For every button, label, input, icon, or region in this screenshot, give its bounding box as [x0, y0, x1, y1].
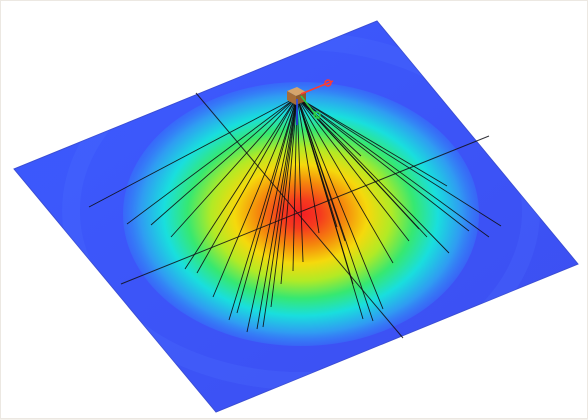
ray-line — [296, 96, 490, 238]
plate-grid — [120, 92, 490, 339]
ray-line — [296, 96, 470, 232]
ray-line — [296, 96, 384, 310]
ray-line — [236, 96, 298, 314]
ray-line — [246, 96, 298, 333]
emitter-source[interactable] — [287, 87, 306, 105]
ray-line — [170, 96, 298, 238]
x-axis-arrow — [300, 80, 334, 95]
ray-line — [296, 96, 502, 227]
ray-line — [296, 96, 374, 322]
ray-line — [296, 96, 428, 238]
ray-line — [296, 96, 364, 320]
ray-line — [270, 96, 298, 308]
ray-line — [256, 96, 298, 330]
ray-line — [280, 96, 298, 285]
ray-line — [296, 96, 448, 187]
ray-line — [184, 96, 298, 270]
ray-line — [296, 96, 450, 254]
ray-line — [196, 96, 298, 274]
ray-line — [228, 96, 298, 321]
ray-line — [296, 96, 304, 263]
ray-line — [88, 96, 298, 208]
ray-line — [292, 96, 298, 272]
ray-line — [212, 96, 298, 298]
ray-line — [296, 96, 320, 234]
ray-line — [262, 96, 298, 328]
ray-line — [296, 96, 410, 242]
ray-line — [150, 96, 298, 226]
axis-gizmo — [296, 79, 334, 125]
ray-line — [126, 96, 298, 225]
y-axis-arrow — [300, 95, 320, 120]
ray-line — [296, 96, 394, 264]
ray-bundle — [88, 96, 502, 333]
